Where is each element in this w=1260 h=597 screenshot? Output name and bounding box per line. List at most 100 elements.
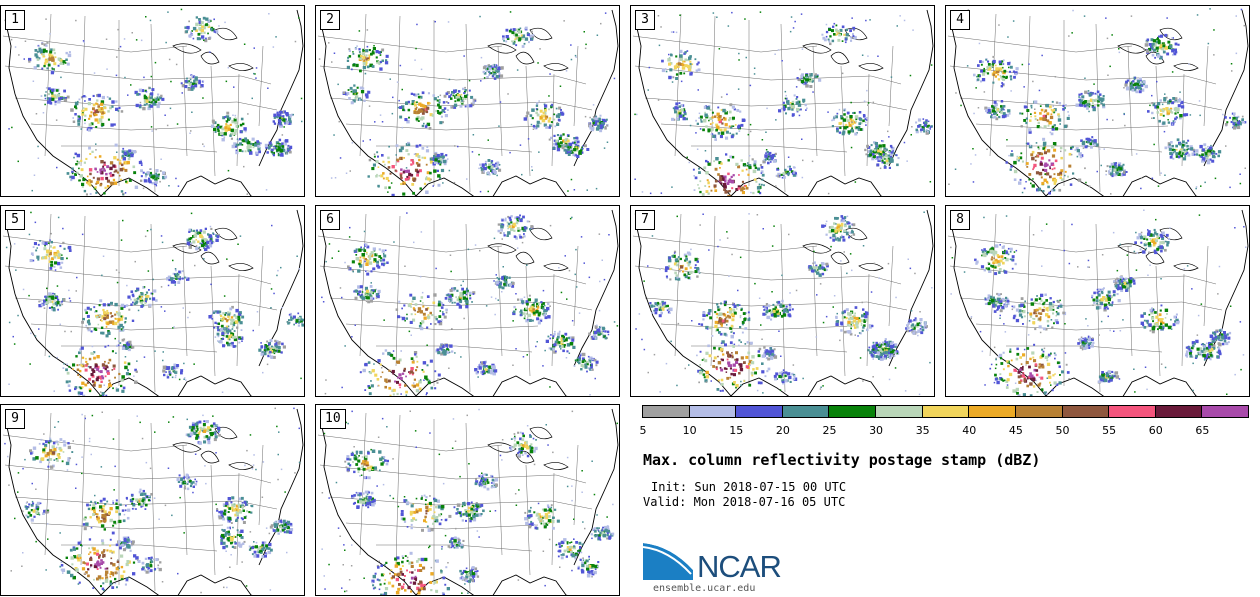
state-boundary (866, 73, 870, 167)
state-boundary (150, 422, 156, 592)
state-boundary (61, 145, 218, 153)
colorbar-swatch (688, 405, 737, 418)
figure-title: Max. column reflectivity postage stamp (… (643, 451, 1041, 469)
state-boundary (80, 414, 86, 566)
great-lakes-outline (172, 27, 254, 71)
reflectivity-map (947, 8, 1249, 196)
colorbar-swatch (1154, 405, 1203, 418)
colorbar-swatch (875, 405, 923, 418)
member-number-label: 1 (5, 10, 25, 30)
state-boundary (210, 464, 216, 576)
state-boundary (691, 345, 848, 353)
state-boundary (359, 13, 367, 157)
reflectivity-map (2, 8, 304, 196)
state-boundary (551, 73, 555, 167)
member-number-label: 10 (320, 409, 346, 429)
state-boundary (691, 145, 848, 153)
reflectivity-map (632, 9, 934, 196)
reflectivity-echoes (4, 8, 303, 196)
state-boundary (182, 245, 188, 357)
state-boundary (1181, 273, 1185, 367)
state-boundary (525, 464, 531, 576)
state-boundary (150, 223, 156, 393)
state-boundary (947, 235, 1133, 253)
state-boundary (644, 297, 908, 311)
state-boundary (1025, 15, 1031, 167)
state-boundary (660, 323, 854, 331)
state-boundary (1025, 215, 1031, 367)
reflectivity-map (2, 209, 304, 396)
colorbar-tick-label: 15 (729, 424, 744, 437)
state-boundary (1203, 45, 1209, 127)
state-boundary (14, 297, 278, 311)
state-boundary (989, 213, 997, 357)
reflectivity-echoes (4, 407, 301, 594)
colorbar-tick-label: 35 (915, 424, 930, 437)
state-boundary (395, 215, 401, 367)
state-boundary (30, 123, 224, 131)
state-boundary (317, 235, 503, 253)
colorbar-tick-label: 5 (639, 424, 647, 437)
state-boundary (317, 35, 503, 53)
ensemble-member-panel: 6 (315, 205, 620, 397)
state-boundary (61, 345, 218, 353)
state-boundary (2, 35, 188, 53)
state-boundary (644, 97, 908, 111)
state-boundary (1203, 245, 1209, 327)
state-boundary (44, 13, 52, 157)
state-boundary (329, 97, 593, 111)
state-boundary (182, 45, 188, 157)
state-boundary (551, 273, 555, 367)
colorbar-tick-label: 25 (822, 424, 837, 437)
state-boundary (947, 35, 1133, 53)
state-boundary (319, 265, 587, 285)
state-boundary (236, 472, 240, 566)
state-boundary (497, 444, 503, 556)
member-number-label: 4 (950, 10, 970, 30)
member-number-label: 2 (320, 10, 340, 30)
state-boundary (812, 45, 818, 157)
state-boundary (317, 434, 503, 452)
ncar-logo-icon (643, 540, 693, 580)
great-lakes-outline (1117, 227, 1199, 271)
ncar-wordmark: NCAR (697, 549, 782, 584)
state-boundary (674, 13, 682, 157)
colorbar-swatch (1108, 405, 1156, 418)
reflectivity-echoes (5, 211, 304, 396)
ensemble-member-panel: 10 (315, 404, 620, 596)
ensemble-member-panel: 9 (0, 404, 305, 596)
state-boundary (989, 13, 997, 157)
reflectivity-map (947, 209, 1249, 396)
state-boundary (329, 297, 593, 311)
state-boundary (710, 15, 716, 167)
reflectivity-echoes (950, 209, 1247, 396)
reflectivity-echoes (634, 11, 933, 196)
state-boundary (497, 245, 503, 357)
state-boundary (634, 265, 902, 285)
colorbar-tick-label: 50 (1055, 424, 1070, 437)
state-boundary (660, 123, 854, 131)
state-boundary (888, 45, 894, 127)
coastline (951, 9, 1249, 196)
ensemble-member-panel: 5 (0, 205, 305, 397)
state-boundary (376, 345, 533, 353)
state-boundary (1127, 45, 1133, 157)
member-number-label: 6 (320, 210, 340, 230)
member-number-label: 8 (950, 210, 970, 230)
state-boundary (573, 444, 579, 526)
state-boundary (632, 35, 818, 53)
state-boundary (14, 496, 278, 510)
state-boundary (359, 213, 367, 357)
colorbar-swatch (828, 405, 877, 418)
state-boundary (959, 97, 1223, 111)
state-boundary (14, 97, 278, 111)
great-lakes-outline (172, 426, 254, 470)
ensemble-member-panel: 3 (630, 5, 935, 197)
colorbar-tick-label: 10 (682, 424, 697, 437)
state-boundary (2, 235, 188, 253)
state-boundary (840, 265, 846, 377)
colorbar-tick-label: 60 (1148, 424, 1163, 437)
colorbar-tick-label: 65 (1195, 424, 1210, 437)
state-boundary (1155, 65, 1161, 177)
great-lakes-outline (802, 27, 884, 71)
